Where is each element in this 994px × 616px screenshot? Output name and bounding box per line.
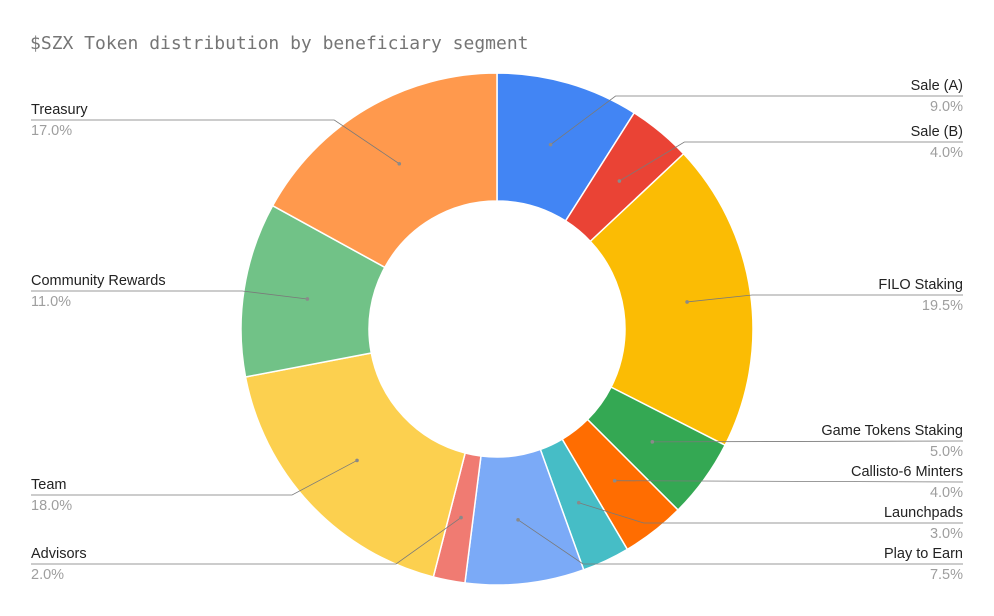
- leader-dot-community-rewards: [305, 297, 310, 301]
- value-filo-staking: 19.5%: [922, 298, 963, 314]
- leader-dot-callisto-6-minters: [612, 478, 617, 483]
- slices-group: [240, 72, 754, 586]
- value-play-to-earn: 7.5%: [930, 567, 963, 583]
- label-sale-b: Sale (B): [911, 124, 963, 140]
- leader-dot-filo-staking: [685, 300, 689, 304]
- slice-treasury[interactable]: [271, 72, 498, 269]
- leader-line-game-tokens-staking: [652, 440, 964, 443]
- label-play-to-earn: Play to Earn: [884, 546, 963, 562]
- value-callisto-6-minters: 4.0%: [930, 485, 963, 501]
- value-community-rewards: 11.0%: [31, 294, 71, 310]
- label-launchpads: Launchpads: [884, 505, 963, 521]
- leader-line-community-rewards: [31, 290, 308, 300]
- label-game-tokens-staking: Game Tokens Staking: [821, 423, 963, 439]
- label-filo-staking: FILO Staking: [878, 277, 963, 293]
- label-callisto-6-minters: Callisto-6 Minters: [851, 464, 963, 480]
- leader-line-sale-a: [550, 95, 963, 145]
- value-sale-b: 4.0%: [930, 145, 963, 161]
- leader-line-sale-b: [619, 141, 963, 182]
- leader-line-treasury: [31, 119, 400, 165]
- leader-line-filo-staking: [687, 294, 963, 303]
- label-team: Team: [31, 477, 66, 493]
- value-launchpads: 3.0%: [930, 526, 963, 542]
- leader-dot-team: [355, 458, 359, 463]
- leader-dot-game-tokens-staking: [650, 440, 655, 444]
- label-community-rewards: Community Rewards: [31, 273, 166, 289]
- slice-team[interactable]: [244, 352, 467, 578]
- slice-filo-staking[interactable]: [589, 152, 754, 447]
- label-treasury: Treasury: [31, 102, 88, 118]
- leader-dot-advisors: [459, 515, 463, 520]
- value-sale-a: 9.0%: [930, 99, 963, 115]
- label-sale-a: Sale (A): [911, 78, 963, 94]
- leader-line-launchpads: [578, 502, 963, 524]
- leader-dot-sale-a: [548, 142, 553, 147]
- value-treasury: 17.0%: [31, 123, 72, 139]
- leader-dot-launchpads: [576, 500, 581, 505]
- leader-line-team: [31, 460, 358, 496]
- value-team: 18.0%: [31, 498, 72, 514]
- leader-dot-sale-b: [617, 179, 622, 183]
- label-advisors: Advisors: [31, 546, 87, 562]
- chart-title: $SZX Token distribution by beneficiary s…: [30, 33, 529, 54]
- labels-group: Sale (A) 9.0% Sale (B) 4.0% FILO Staking 19.5…: [31, 78, 963, 583]
- leader-line-callisto-6-minters: [614, 480, 964, 483]
- leader-dot-play-to-earn: [516, 518, 520, 522]
- leader-lines-group: [31, 95, 964, 565]
- leader-dot-treasury: [397, 161, 402, 166]
- value-game-tokens-staking: 5.0%: [930, 444, 963, 460]
- value-advisors: 2.0%: [31, 567, 64, 583]
- leader-line-play-to-earn: [517, 519, 963, 565]
- leader-line-advisors: [31, 517, 462, 565]
